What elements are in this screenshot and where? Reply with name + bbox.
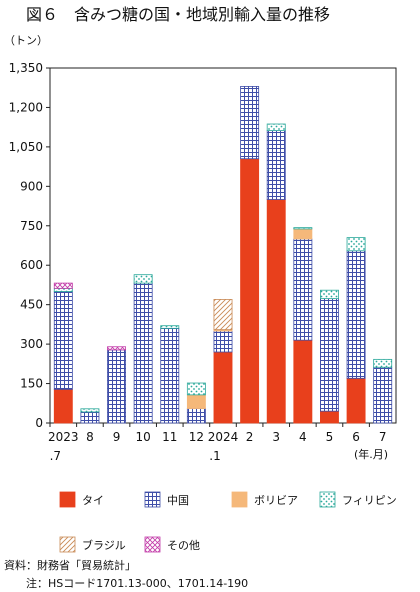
- bar-segment: [213, 351, 233, 424]
- x-axis-unit: (年.月): [354, 447, 388, 461]
- legend-label: 中国: [167, 494, 189, 507]
- bar-segment: [320, 298, 339, 412]
- chart-title: 図６ 含みつ糖の国・地域別輸入量の推移: [26, 5, 330, 24]
- y-tick-label: 0: [35, 416, 43, 430]
- bar-segment: [320, 289, 339, 300]
- legend-label: ボリビア: [254, 494, 298, 507]
- hs-code-note: 注：HSコード1701.13-000、1701.14-190: [26, 576, 248, 590]
- x-tick-label: 7: [379, 430, 387, 444]
- bar-segment: [133, 274, 153, 284]
- plot-area: 0 150 300 450 600 750 900 1,050 1,200 1,350 2023 .7…: [9, 61, 397, 463]
- legend-swatch: [231, 491, 248, 508]
- y-tick-label: 600: [20, 258, 43, 272]
- x-tick-label: 5: [326, 430, 334, 444]
- legend-swatch: [59, 491, 76, 508]
- bar-segment: [107, 349, 126, 424]
- bar-segment: [346, 377, 366, 424]
- bar-segment: [80, 408, 100, 413]
- bar-segment: [320, 410, 339, 424]
- x-tick-label: 4: [299, 430, 307, 444]
- y-tick-label: 300: [20, 337, 43, 351]
- x-tick-sublabel: .1: [209, 449, 220, 463]
- bar-segment: [373, 366, 393, 424]
- x-tick-label: 2: [246, 430, 254, 444]
- x-tick-label: 12: [189, 430, 204, 444]
- bar-segment: [186, 382, 206, 396]
- x-tick-label: 2024: [208, 430, 239, 444]
- x-tick-label: 11: [162, 430, 177, 444]
- bar-segment: [266, 199, 286, 424]
- bar-segment: [240, 158, 260, 424]
- x-tick-label: 6: [352, 430, 360, 444]
- y-axis-unit: （トン）: [4, 34, 48, 47]
- bar-segment: [107, 346, 126, 351]
- x-tick-sublabel: .7: [50, 449, 61, 463]
- bar-segment: [293, 227, 313, 230]
- legend-label: フィリピン: [342, 494, 397, 507]
- y-tick-label: 450: [20, 298, 43, 312]
- legend-label: その他: [167, 539, 200, 552]
- bar-segment: [346, 237, 366, 252]
- bar-segment: [53, 291, 73, 390]
- bar-segment: [293, 339, 313, 424]
- bar-segment: [266, 123, 286, 131]
- y-tick-label: 150: [20, 377, 43, 391]
- bar-segment: [346, 250, 366, 379]
- x-tick-label: 8: [86, 430, 94, 444]
- bar-segment: [53, 287, 73, 292]
- bar-segment: [80, 411, 100, 424]
- bar-segment: [160, 327, 180, 424]
- legend-swatch: [144, 491, 161, 508]
- y-tick-label: 900: [20, 179, 43, 193]
- bar-segment: [373, 358, 393, 368]
- bar-segment: [213, 299, 233, 331]
- bar-segment: [266, 130, 286, 200]
- bar-segment: [293, 238, 313, 341]
- x-tick-label: 10: [136, 430, 151, 444]
- y-tick-label: 750: [20, 219, 43, 233]
- bar-segment: [160, 325, 180, 329]
- bar-segment: [53, 388, 73, 424]
- bar-segment: [186, 408, 206, 424]
- y-tick-label: 1,350: [9, 61, 43, 75]
- legend-swatch: [319, 491, 336, 508]
- legend-label: タイ: [82, 494, 104, 507]
- bar-segment: [133, 282, 153, 424]
- legend-label: ブラジル: [82, 538, 126, 552]
- bar-segment: [53, 282, 73, 289]
- source-note: 資料：財務省「貿易統計」: [4, 558, 136, 572]
- legend-swatch: [59, 536, 76, 553]
- x-tick-label: 2023: [48, 430, 79, 444]
- x-tick-label: 3: [272, 430, 280, 444]
- bar-segment: [186, 394, 206, 409]
- x-tick-label: 9: [113, 430, 121, 444]
- y-tick-label: 1,050: [9, 140, 43, 154]
- legend-swatch: [144, 536, 161, 553]
- y-tick-label: 1,200: [9, 100, 43, 114]
- bar-segment: [240, 86, 260, 160]
- bar-segment: [293, 228, 313, 240]
- bar-segment: [213, 330, 233, 353]
